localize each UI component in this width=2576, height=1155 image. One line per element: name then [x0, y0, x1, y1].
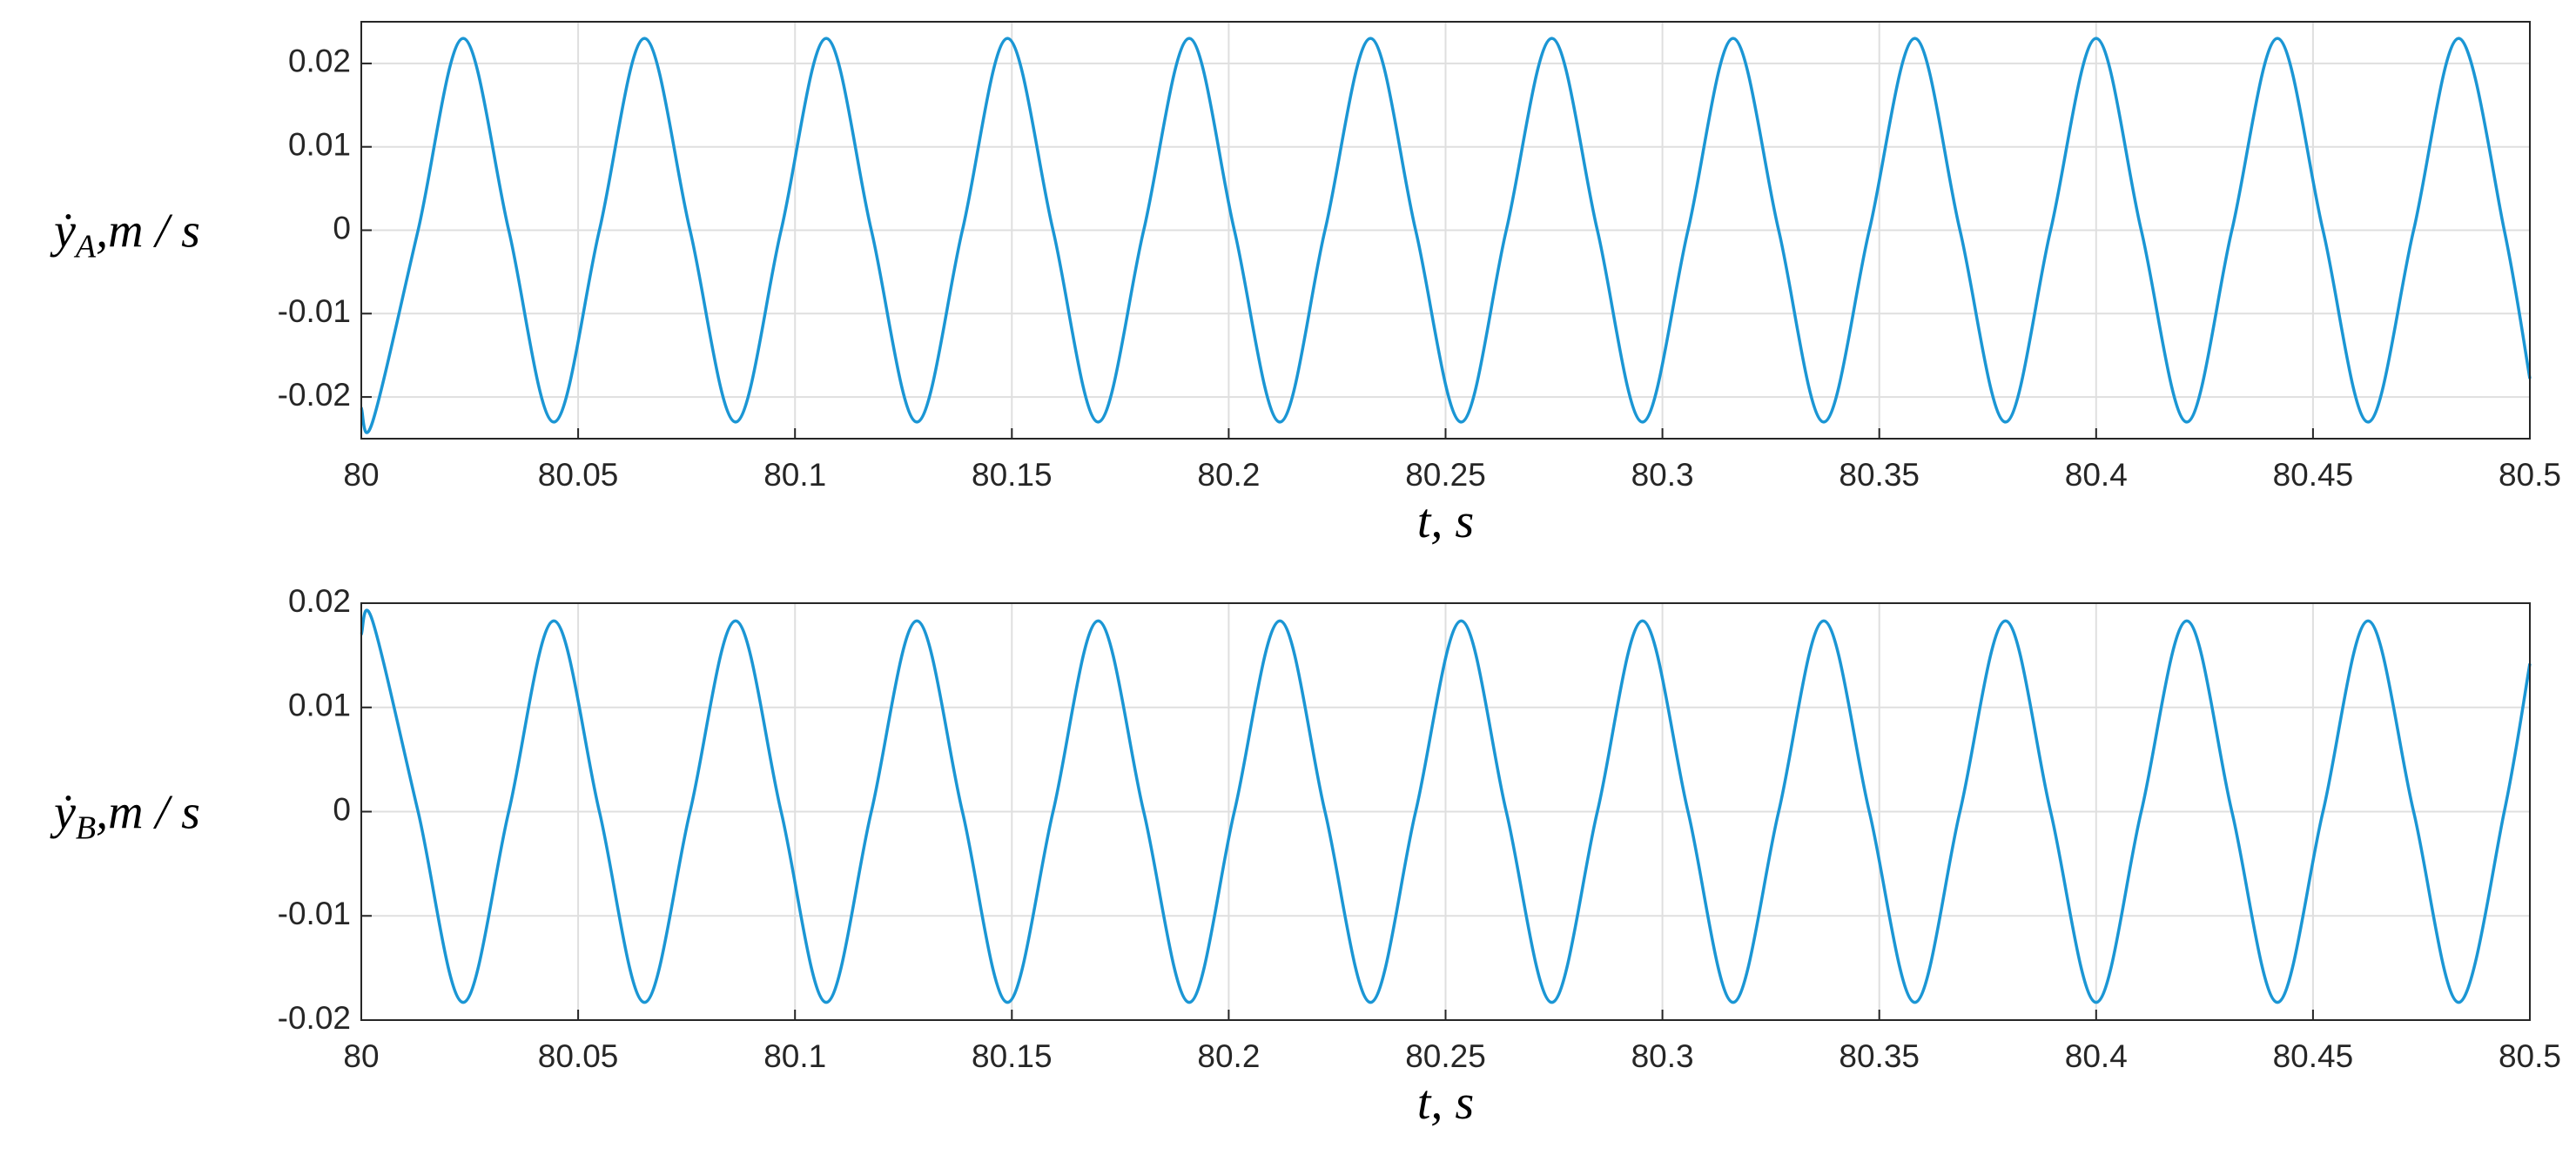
- x-tick-label: 80.3: [1631, 1038, 1694, 1074]
- x-tick-label: 80: [343, 457, 379, 493]
- y-tick-label: 0: [333, 210, 351, 245]
- x-tick-label: 80.35: [1839, 1038, 1920, 1074]
- y-label-subscript: A: [73, 228, 97, 265]
- x-tick-label: 80.05: [538, 1038, 619, 1074]
- y-axis-label: ẏA,m / s: [50, 204, 200, 265]
- y-tick-label: 0: [333, 791, 351, 827]
- y-tick-label: -0.01: [278, 293, 351, 329]
- x-tick-label: 80.3: [1631, 457, 1694, 493]
- y-tick-label: 0.02: [288, 44, 351, 79]
- y-tick-label: 0.01: [288, 126, 351, 162]
- x-tick-label: 80.45: [2273, 1038, 2354, 1074]
- x-tick-label: 80.1: [763, 1038, 826, 1074]
- y-label-unit: ,m / s: [96, 204, 200, 258]
- data-line: [360, 37, 2532, 434]
- x-tick-label: 80.35: [1839, 457, 1920, 493]
- y-tick-label: -0.02: [278, 1000, 351, 1036]
- x-tick-label: 80.4: [2065, 457, 2128, 493]
- x-tick-label: 80.2: [1197, 1038, 1260, 1074]
- axes-box: [360, 21, 2531, 440]
- y-label-symbol: ẏ: [50, 204, 76, 258]
- x-tick-label: 80.15: [972, 1038, 1053, 1074]
- x-tick-label: 80.25: [1405, 1038, 1486, 1074]
- x-tick-label: 80.5: [2499, 457, 2561, 493]
- x-tick-label: 80.05: [538, 457, 619, 493]
- data-line: [360, 608, 2532, 1004]
- x-axis-label: t, s: [1417, 1076, 1474, 1130]
- x-tick-label: 80: [343, 1038, 379, 1074]
- y-label-subscript: B: [76, 809, 96, 846]
- y-tick-label: 0.01: [288, 688, 351, 723]
- x-tick-label: 80.25: [1405, 457, 1486, 493]
- x-tick-label: 80.45: [2273, 457, 2354, 493]
- y-tick-label: -0.01: [278, 896, 351, 931]
- y-label-symbol: ẏ: [50, 785, 76, 839]
- x-axis-label: t, s: [1417, 494, 1474, 548]
- y-axis-label: ẏB,m / s: [50, 785, 200, 846]
- y-tick-label: 0.02: [288, 583, 351, 619]
- x-tick-label: 80.5: [2499, 1038, 2561, 1074]
- x-tick-label: 80.4: [2065, 1038, 2128, 1074]
- x-tick-label: 80.1: [763, 457, 826, 493]
- x-tick-label: 80.15: [972, 457, 1053, 493]
- axes-box: [360, 602, 2531, 1021]
- y-tick-label: -0.02: [278, 377, 351, 413]
- x-tick-label: 80.2: [1197, 457, 1260, 493]
- y-label-unit: ,m / s: [96, 785, 200, 839]
